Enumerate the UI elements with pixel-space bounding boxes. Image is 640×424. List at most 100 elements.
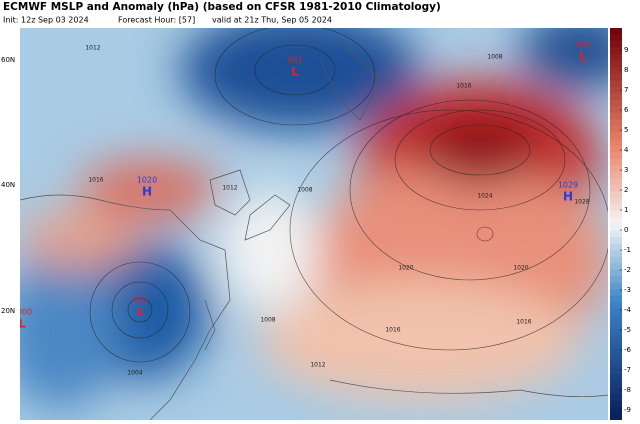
colorbar-swatch (610, 93, 622, 101)
colorbar-swatch (610, 158, 622, 166)
center-symbol: L (291, 65, 299, 79)
colorbar-label: 3 (624, 166, 628, 174)
center-symbol: L (18, 317, 26, 331)
colorbar-label: -3 (624, 286, 631, 294)
colorbar-label: -8 (624, 386, 631, 394)
isobar-label: 1016 (88, 177, 103, 184)
isobar-label: 1008 (260, 317, 275, 324)
colorbar-swatch (610, 230, 622, 238)
colorbar-swatch (610, 204, 622, 212)
colorbar-swatch (610, 289, 622, 297)
colorbar-swatch (610, 86, 622, 94)
isobar-label: 1024 (477, 193, 492, 200)
colorbar-label: 0 (624, 226, 628, 234)
center-symbol: L (137, 305, 145, 319)
center-symbol: H (142, 185, 152, 199)
colorbar-label: -4 (624, 306, 632, 314)
center-pressure: 1029 (558, 181, 578, 190)
colorbar-swatch (610, 152, 622, 160)
colorbar-swatch (610, 361, 622, 369)
latitude-label: 60N (1, 56, 15, 64)
colorbar-label: -2 (624, 266, 631, 274)
colorbar-swatch (610, 106, 622, 114)
colorbar-swatch (610, 328, 622, 336)
colorbar-label: -7 (624, 366, 631, 374)
center-pressure: 1020 (137, 176, 157, 185)
center-symbol: H (563, 190, 573, 204)
colorbar-swatch (610, 374, 622, 382)
colorbar-label: -5 (624, 326, 631, 334)
colorbar-swatch (610, 400, 622, 408)
colorbar-label: 2 (624, 186, 628, 194)
colorbar-swatch (610, 224, 622, 232)
isobar-label: 1016 (385, 327, 400, 334)
colorbar-swatch (610, 237, 622, 245)
latitude-label: 40N (1, 181, 15, 189)
latitude-label: 20N (1, 307, 15, 315)
colorbar-swatch (610, 184, 622, 192)
colorbar-swatch (610, 380, 622, 388)
colorbar-swatch (610, 132, 622, 140)
colorbar-swatch (610, 80, 622, 88)
colorbar-swatch (610, 269, 622, 277)
subtitle: valid at 21z Thu, Sep 05 2024 (212, 16, 332, 25)
colorbar-swatch (610, 243, 622, 251)
colorbar-swatch (610, 256, 622, 264)
colorbar-swatch (610, 60, 622, 68)
colorbar-swatch (610, 126, 622, 134)
colorbar-label: 4 (624, 146, 629, 154)
center-pressure: 1000 (12, 308, 32, 317)
isobar-label: 1012 (222, 185, 237, 192)
colorbar-swatch (610, 387, 622, 395)
colorbar-swatch (610, 99, 622, 107)
colorbar-swatch (610, 41, 622, 49)
colorbar-swatch (610, 276, 622, 284)
colorbar-swatch (610, 367, 622, 375)
colorbar-swatch (610, 119, 622, 127)
center-pressure: 992 (575, 41, 590, 50)
isobar-label: 1012 (85, 45, 100, 52)
isobar-label: 1028 (574, 199, 589, 206)
isobar-label: 1008 (487, 54, 502, 61)
colorbar-swatch (610, 250, 622, 258)
colorbar-swatch (610, 28, 622, 36)
subtitle: Init: 12z Sep 03 2024 (3, 16, 89, 25)
isobar-label: 1020 (513, 265, 528, 272)
isobar-label: 1020 (398, 265, 413, 272)
colorbar-label: 6 (624, 106, 629, 114)
colorbar-label: -6 (624, 346, 632, 354)
colorbar-swatch (610, 302, 622, 310)
colorbar-label: -1 (624, 246, 631, 254)
colorbar-swatch (610, 145, 622, 153)
title: ECMWF MSLP and Anomaly (hPa) (based on C… (3, 1, 441, 13)
isobar-label: 1004 (127, 370, 142, 377)
colorbar-swatch (610, 308, 622, 316)
colorbar-swatch (610, 210, 622, 218)
isobar-label: 1016 (456, 83, 471, 90)
center-symbol: L (579, 50, 587, 64)
colorbar-swatch (610, 112, 622, 120)
colorbar-swatch (610, 54, 622, 62)
colorbar-label: 7 (624, 86, 628, 94)
colorbar-swatch (610, 217, 622, 225)
isobar-label: 1016 (516, 319, 531, 326)
center-pressure: 981 (287, 56, 302, 65)
colorbar-swatch (610, 165, 622, 173)
colorbar-swatch (610, 348, 622, 356)
colorbar-swatch (610, 354, 622, 362)
colorbar-swatch (610, 341, 622, 349)
colorbar-swatch (610, 263, 622, 271)
colorbar-label: 9 (624, 46, 628, 54)
isobar-label: 1008 (297, 187, 312, 194)
colorbar-swatch (610, 322, 622, 330)
colorbar-label: 8 (624, 66, 628, 74)
colorbar-swatch (610, 67, 622, 75)
colorbar-swatch (610, 139, 622, 147)
colorbar-swatch (610, 197, 622, 205)
colorbar-label: -9 (624, 406, 631, 414)
colorbar-swatch (610, 47, 622, 55)
center-pressure: 951 (133, 296, 148, 305)
